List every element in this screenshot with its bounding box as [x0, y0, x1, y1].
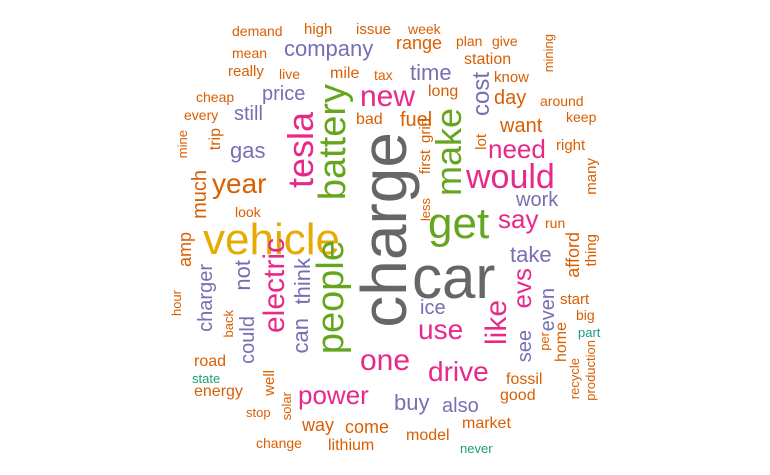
word-gas: gas: [230, 138, 266, 163]
word-well: well: [261, 370, 278, 396]
word-never: never: [460, 441, 493, 456]
word-also: also: [442, 395, 479, 417]
word-mile: mile: [330, 65, 360, 82]
word-back: back: [221, 310, 236, 338]
word-mining: mining: [541, 34, 556, 73]
word-every: every: [184, 107, 219, 123]
word-change: change: [256, 435, 302, 451]
word-charge: charge: [348, 132, 420, 328]
word-vehicle: vehicle: [203, 215, 340, 264]
word-start: start: [560, 291, 590, 308]
word-less: less: [418, 198, 433, 222]
word-per: per: [537, 332, 552, 351]
word-mine: mine: [175, 130, 190, 159]
word-make: make: [428, 108, 469, 197]
word-people: people: [310, 240, 352, 355]
word-amp: amp: [175, 232, 195, 268]
word-first: first: [417, 150, 434, 175]
word-week: week: [408, 21, 441, 37]
word-mean: mean: [232, 45, 268, 61]
word-around: around: [540, 93, 584, 109]
word-bad: bad: [356, 111, 383, 128]
word-plan: plan: [456, 33, 483, 49]
word-market: market: [462, 415, 511, 432]
word-really: really: [228, 63, 264, 80]
word-give: give: [492, 33, 518, 49]
word-day: day: [494, 87, 527, 109]
word-work: work: [516, 189, 559, 211]
word-afford: afford: [563, 232, 583, 278]
word-could: could: [237, 316, 259, 364]
word-fossil: fossil: [506, 371, 543, 388]
word-year: year: [212, 168, 267, 199]
word-way: way: [302, 415, 335, 435]
word-charger: charger: [195, 264, 217, 332]
word-get: get: [428, 199, 490, 248]
word-lot: lot: [473, 134, 490, 150]
word-can: can: [288, 318, 313, 354]
word-lithium: lithium: [328, 437, 375, 454]
word-trip: trip: [207, 128, 224, 151]
word-production: production: [583, 340, 598, 401]
word-drive: drive: [428, 356, 489, 387]
word-car: car: [412, 244, 496, 311]
word-cheap: cheap: [196, 89, 235, 105]
word-run: run: [545, 215, 566, 231]
word-buy: buy: [394, 390, 430, 415]
word-home: home: [553, 322, 570, 363]
word-one: one: [360, 344, 411, 377]
word-thing: thing: [583, 234, 600, 267]
word-grid: grid: [417, 118, 434, 144]
word-evs: evs: [507, 268, 537, 309]
word-look: look: [235, 204, 261, 220]
word-recycle: recycle: [567, 358, 582, 400]
word-road: road: [194, 353, 227, 370]
word-right: right: [556, 137, 586, 154]
word-need: need: [488, 134, 546, 164]
word-long: long: [428, 83, 459, 100]
word-see: see: [514, 330, 536, 363]
word-fuel: fuel: [400, 109, 433, 131]
word-still: still: [234, 103, 263, 125]
word-state: state: [192, 371, 221, 386]
word-stop: stop: [246, 405, 271, 420]
word-use: use: [418, 314, 464, 345]
word-energy: energy: [194, 383, 243, 400]
word-high: high: [304, 21, 333, 38]
word-good: good: [500, 387, 536, 404]
word-know: know: [494, 69, 530, 86]
word-tesla: tesla: [280, 112, 321, 189]
word-solar: solar: [279, 392, 294, 421]
word-think: think: [290, 258, 315, 305]
word-part: part: [578, 325, 601, 340]
word-take: take: [510, 242, 552, 267]
word-range: range: [396, 33, 443, 53]
word-model: model: [406, 427, 450, 444]
word-ice: ice: [420, 297, 446, 319]
word-station: station: [464, 51, 512, 68]
word-cost: cost: [468, 72, 495, 117]
word-want: want: [500, 115, 543, 137]
word-would: would: [466, 158, 555, 196]
word-time: time: [410, 60, 452, 85]
word-hour: hour: [169, 290, 184, 317]
word-new: new: [360, 80, 416, 113]
word-price: price: [262, 83, 306, 105]
word-much: much: [189, 170, 211, 219]
word-demand: demand: [232, 23, 283, 39]
word-company: company: [284, 36, 374, 61]
word-power: power: [298, 380, 369, 410]
word-say: say: [498, 204, 539, 234]
word-many: many: [583, 158, 600, 195]
word-big: big: [576, 307, 595, 323]
word-keep: keep: [566, 109, 597, 125]
word-electric: electric: [258, 238, 291, 334]
word-come: come: [345, 417, 390, 437]
word-live: live: [279, 66, 301, 82]
word-issue: issue: [356, 21, 392, 38]
word-tax: tax: [374, 67, 393, 83]
word-not: not: [230, 260, 255, 291]
